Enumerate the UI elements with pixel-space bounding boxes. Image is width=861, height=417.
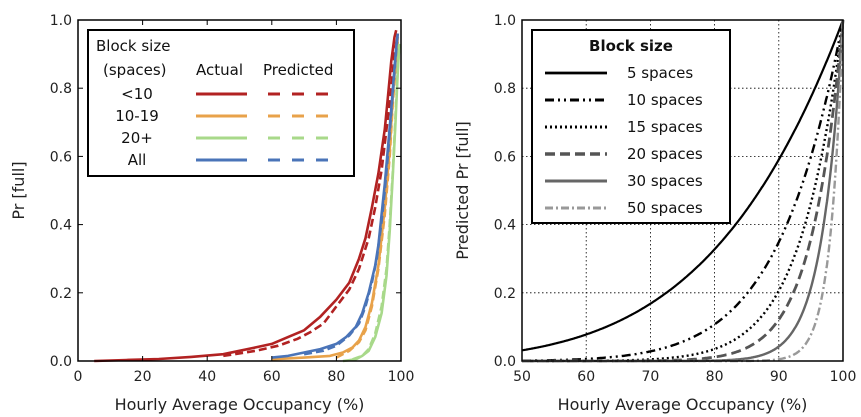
x-tick-label: 80: [706, 369, 724, 385]
left-chart: 0 20 40 60 80 100 0.0 0.2 0.4 0.6 0.8 1.0 Hourly Ave…: [9, 13, 414, 414]
y-tick-label: 0.4: [50, 218, 72, 234]
legend-column-predicted: Predicted: [263, 61, 333, 79]
series-3-predicted-line: [303, 33, 400, 356]
x-tick-label: 80: [327, 369, 345, 385]
legend-label: 10 spaces: [627, 91, 703, 109]
series-2-line: [522, 19, 845, 363]
x-tick-label: 60: [577, 369, 595, 385]
y-tick-label: 0.8: [494, 81, 516, 97]
x-tick-label: 50: [513, 369, 531, 385]
legend-label: 30 spaces: [627, 172, 703, 190]
legend-label: 50 spaces: [627, 199, 703, 217]
x-axis-label: Hourly Average Occupancy (%): [115, 395, 365, 414]
x-tick-label: 0: [74, 369, 83, 385]
legend-header-line1: Block size: [96, 37, 170, 55]
legend-row-label: <10: [121, 85, 153, 103]
right-chart: 50 60 70 80 90 100 0.0 0.2 0.4 0.6 0.8 1.0 Hourly Av…: [453, 13, 856, 414]
legend-title: Block size: [589, 37, 673, 55]
plot-frame: [521, 19, 844, 362]
y-tick-label: 1.0: [50, 13, 72, 29]
y-tick-label: 0.6: [50, 149, 72, 165]
x-tick-label: 60: [263, 369, 281, 385]
legend-row-label: 20+: [121, 129, 153, 147]
plot-frame: [77, 19, 402, 362]
series-1-predicted-line: [335, 40, 400, 359]
series-0-line: [521, 19, 845, 352]
legend-label: 5 spaces: [627, 64, 693, 82]
x-tick-label: 90: [770, 369, 788, 385]
legend-column-actual: Actual: [196, 61, 243, 79]
x-tick-label: 20: [134, 369, 152, 385]
y-axis-label: Pr [full]: [9, 161, 28, 219]
y-tick-label: 1.0: [494, 13, 516, 29]
y-tick-label: 0.6: [494, 149, 516, 165]
legend-header-line2: (spaces): [103, 61, 167, 79]
y-axis-label: Predicted Pr [full]: [453, 121, 472, 259]
x-axis-label: Hourly Average Occupancy (%): [558, 395, 808, 414]
legend-box: [87, 29, 355, 177]
y-tick-label: 0.2: [494, 286, 516, 302]
legend-label: 15 spaces: [627, 118, 703, 136]
series-0-actual-line: [94, 29, 398, 363]
x-tick-label: 100: [830, 369, 857, 385]
series-2-predicted-line: [352, 43, 401, 361]
y-tick-label: 0.4: [494, 218, 516, 234]
y-tick-label: 0.0: [50, 354, 72, 370]
x-tick-label: 100: [388, 369, 415, 385]
y-tick-label: 0.8: [50, 81, 72, 97]
series-0-predicted-line: [223, 33, 400, 358]
x-tick-label: 40: [198, 369, 216, 385]
legend-row-label: All: [128, 151, 147, 169]
legend-label: 20 spaces: [627, 145, 703, 163]
x-tick-label: 70: [641, 369, 659, 385]
series-1-line: [522, 19, 845, 362]
y-tick-label: 0.0: [494, 354, 516, 370]
legend-row-label: 10-19: [115, 107, 159, 125]
y-tick-label: 0.2: [50, 286, 72, 302]
